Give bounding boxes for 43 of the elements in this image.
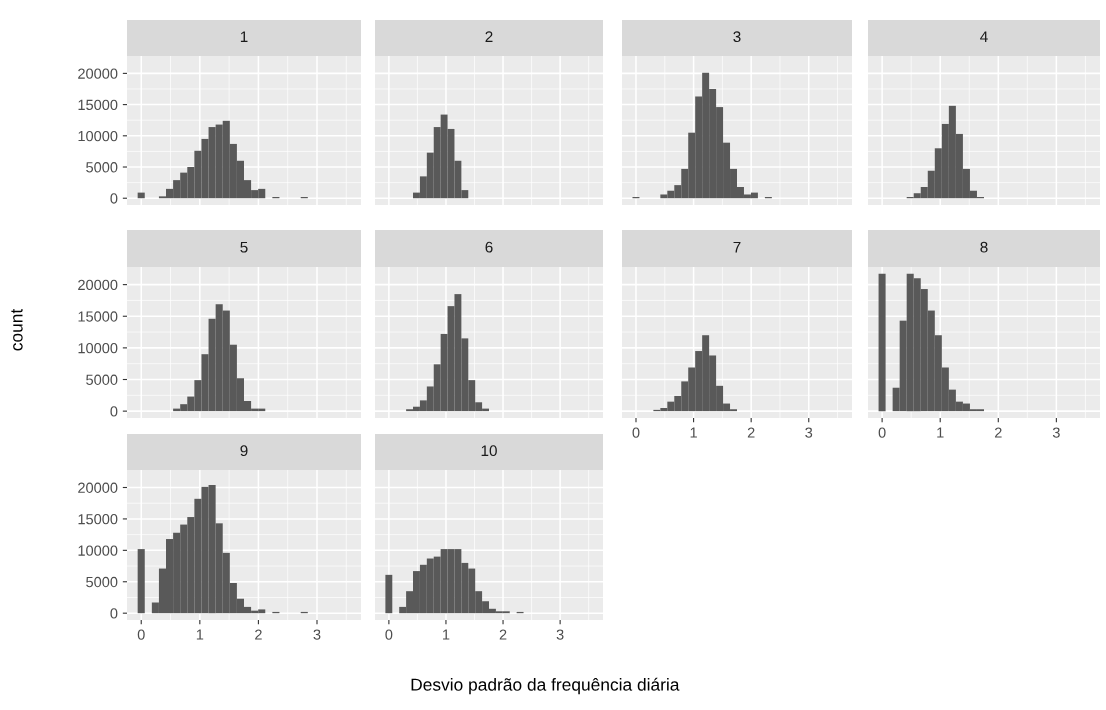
y-tick-label: 20000 xyxy=(78,68,118,79)
y-tick-label: 15000 xyxy=(78,311,118,322)
y-axis-title: count xyxy=(11,308,23,351)
y-tick-label: 15000 xyxy=(78,514,118,525)
y-tick-label: 0 xyxy=(110,193,118,204)
y-tick-label: 0 xyxy=(110,608,118,619)
x-tick-label: 1 xyxy=(690,427,697,438)
y-tick-label: 10000 xyxy=(78,342,118,354)
y-tick-label: 20000 xyxy=(78,279,118,291)
x-tick-label: 1 xyxy=(443,629,450,640)
x-tick-label: 2 xyxy=(747,427,755,438)
chart-title: 2 xyxy=(485,31,493,42)
x-tick-label: 2 xyxy=(499,629,507,640)
x-tick-label: 1 xyxy=(196,629,204,640)
chart-title: 6 xyxy=(485,241,493,253)
x-tick-label: 0 xyxy=(385,629,393,640)
y-tick-label: 0 xyxy=(110,406,118,417)
chart-title: 9 xyxy=(240,445,248,457)
x-tick-label: 3 xyxy=(556,629,564,640)
x-tick-label: 0 xyxy=(137,629,145,640)
chart-title: 3 xyxy=(733,31,741,43)
y-tick-label: 10000 xyxy=(78,130,118,142)
y-tick-label: 15000 xyxy=(78,99,118,111)
chart-title: 1 xyxy=(240,31,248,42)
y-tick-label: 5000 xyxy=(86,162,118,173)
x-axis-title: Desvio padrão da frequência diária xyxy=(411,677,680,695)
y-tick-label: 5000 xyxy=(86,576,118,588)
x-tick-label: 1 xyxy=(937,427,944,438)
chart-title: 4 xyxy=(980,31,988,42)
x-tick-label: 3 xyxy=(1052,427,1060,438)
x-tick-label: 0 xyxy=(632,427,640,438)
x-tick-label: 2 xyxy=(255,629,262,640)
x-tick-label: 2 xyxy=(994,427,1002,438)
y-tick-label: 10000 xyxy=(78,545,118,556)
x-tick-label: 3 xyxy=(805,427,813,438)
y-tick-label: 20000 xyxy=(78,482,118,493)
x-tick-label: 0 xyxy=(878,427,886,438)
chart-title: 5 xyxy=(240,241,248,253)
chart-title: 7 xyxy=(733,241,741,253)
chart-title: 10 xyxy=(481,445,497,457)
chart-title: 8 xyxy=(980,241,988,253)
y-tick-label: 5000 xyxy=(86,374,118,385)
x-tick-label: 3 xyxy=(313,629,321,640)
